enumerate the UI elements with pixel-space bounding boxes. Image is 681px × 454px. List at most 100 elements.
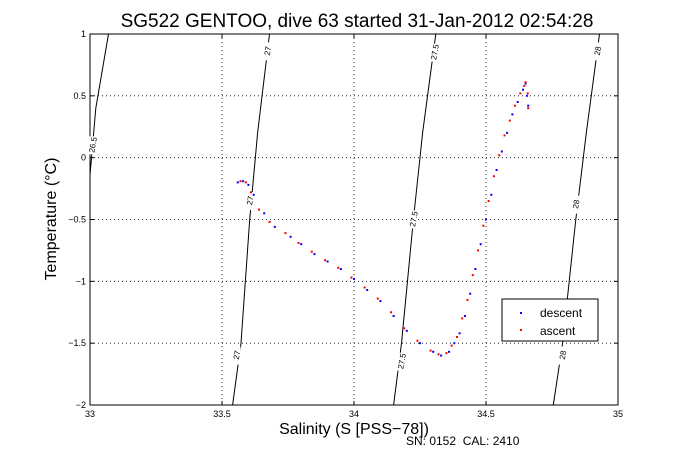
descent-point (419, 342, 421, 345)
ascent-point (297, 242, 300, 244)
legend-marker-descent (520, 312, 522, 314)
ascent-point (498, 154, 501, 157)
descent-point (326, 260, 329, 263)
ascent-point (461, 317, 464, 320)
contour-label: 27.5 (396, 352, 408, 369)
x-tick-label: 34.5 (477, 409, 495, 419)
y-tick-label: 0 (81, 153, 86, 163)
descent-point (516, 101, 519, 103)
descent-point (252, 193, 255, 196)
descent-point (247, 183, 250, 186)
ascent-point (390, 311, 392, 314)
descent-point (300, 243, 303, 246)
contour-label-background (558, 346, 567, 365)
ascent-point (258, 208, 260, 211)
descent-point (474, 268, 477, 270)
descent-point (527, 104, 530, 107)
descent-point (313, 253, 316, 256)
descent-point (485, 218, 487, 221)
descent-point (392, 315, 395, 317)
ascent-point (514, 104, 516, 107)
ascent-point (524, 81, 527, 84)
legend-label-ascent: ascent (540, 324, 576, 338)
ascent-point (487, 200, 490, 202)
ascent-point (456, 336, 458, 338)
legend-label-descent: descent (540, 306, 583, 320)
ascent-point (376, 297, 379, 300)
ascent-point (403, 327, 406, 330)
y-tick-label: −1 (76, 276, 86, 286)
chart-title: SG522 GENTOO, dive 63 started 31-Jan-201… (121, 11, 594, 32)
descent-point (511, 113, 514, 116)
ascent-point (508, 119, 511, 122)
plot-area: 26.5 27 27 27 27.5 27.5 27.5 28 28 28 33 33.5 34 34.… (68, 29, 623, 419)
ascent-point (503, 134, 506, 137)
x-tick-label: 34 (349, 409, 359, 419)
descent-point (273, 225, 276, 228)
grid (90, 34, 618, 405)
ascent-point (250, 191, 252, 194)
y-tick-label: −1.5 (68, 338, 86, 348)
descent-point (506, 131, 509, 134)
contour-label: 26.5 (87, 136, 99, 153)
descent-point (379, 300, 382, 303)
descent-point (479, 243, 482, 246)
contour-label-background (430, 43, 439, 62)
ascent-point (527, 107, 530, 110)
descent-point (453, 342, 456, 345)
ascent-point (284, 232, 287, 235)
x-tick-label: 33 (85, 409, 95, 419)
ascent-point (239, 180, 242, 183)
contour-label: 28 (593, 45, 604, 56)
ascent-point (337, 266, 340, 269)
descent-point (490, 193, 493, 196)
y-tick-label: −0.5 (68, 215, 86, 225)
ascent-point (350, 276, 353, 279)
contour-label-background (593, 42, 602, 61)
ascent-point (450, 344, 453, 347)
y-axis-label: Temperature (°C) (43, 158, 60, 281)
legend-marker-ascent (520, 329, 522, 331)
ascent-point (429, 349, 432, 352)
contour-label-background (263, 42, 272, 61)
ascent-point (363, 286, 366, 289)
descent-point (495, 169, 498, 171)
contour-label: 28 (571, 199, 582, 210)
contour-label-background (397, 352, 406, 371)
descent-point (500, 150, 503, 153)
descent-point (366, 289, 369, 291)
serial-calibration-footer: SN: 0152 CAL: 2410 (406, 434, 520, 448)
ascent-point (437, 353, 440, 356)
ascent-point (492, 175, 495, 178)
contour-label-background (245, 191, 254, 210)
x-axis-ticks: 33 33.5 34 34.5 35 (85, 34, 623, 419)
contour-label-background (232, 346, 241, 365)
descent-point (405, 329, 408, 332)
contour-label-background (571, 195, 580, 214)
x-axis-label: Salinity (S [PSS−78]) (279, 421, 429, 438)
contour-label: 28 (558, 349, 569, 360)
legend-box (501, 298, 599, 342)
descent-point (440, 354, 443, 357)
descent-point (353, 277, 355, 280)
ascent-point (416, 339, 419, 342)
contour-label: 27 (245, 195, 256, 206)
descent-point (458, 332, 461, 335)
contour-label: 27.5 (429, 43, 441, 60)
contour-label-background (409, 210, 418, 229)
x-tick-label: 35 (613, 409, 623, 419)
ascent-point (268, 221, 271, 223)
contour-label-background (88, 136, 97, 155)
ascent-point (324, 259, 326, 262)
y-axis-ticks: −2 −1.5 −1 −0.5 0 0.5 1 (68, 29, 618, 410)
y-tick-label: −2 (76, 400, 86, 410)
y-tick-label: 0.5 (73, 91, 86, 101)
ascent-point (310, 250, 313, 253)
descent-point (525, 94, 528, 97)
ascent-point (466, 298, 469, 301)
data-points (236, 81, 530, 357)
descent-point (339, 268, 342, 270)
ascent-point (526, 92, 529, 95)
descent-point (289, 235, 292, 238)
